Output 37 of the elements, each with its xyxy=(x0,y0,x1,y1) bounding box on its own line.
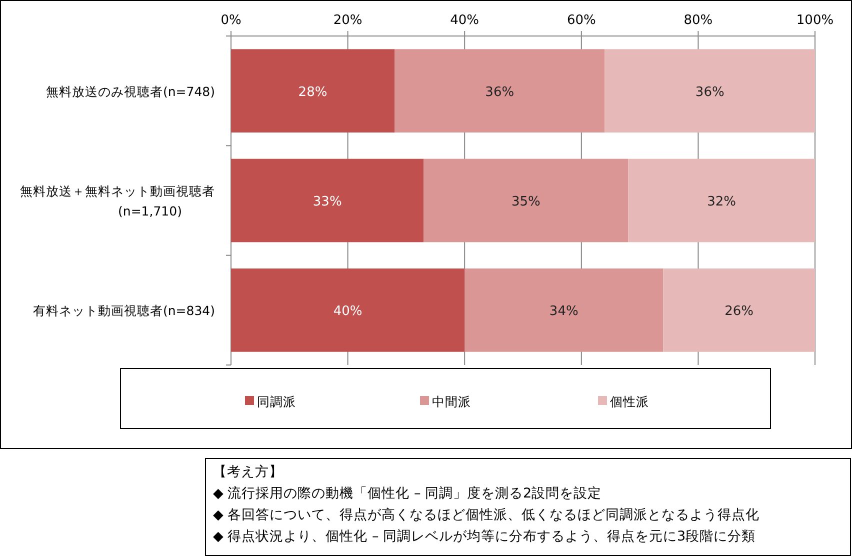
bar xyxy=(663,268,815,352)
x-tick-label: 20% xyxy=(333,13,362,28)
x-tick-label: 100% xyxy=(796,13,834,28)
y-tick-label: 無料放送＋無料ネット動画視聴者 (n=1,710) xyxy=(20,184,215,218)
data-label: 35% xyxy=(511,194,540,210)
bar xyxy=(231,49,395,133)
legend-label: 中間派 xyxy=(432,394,471,409)
data-label: 33% xyxy=(312,194,342,210)
data-label: 36% xyxy=(485,84,514,100)
bar xyxy=(394,49,605,133)
bar xyxy=(604,49,815,133)
x-tick-label: 0% xyxy=(220,13,242,28)
data-label: 40% xyxy=(333,304,362,320)
text: 【考え方】 xyxy=(213,464,283,480)
data-label: 26% xyxy=(724,304,754,320)
legend-label: 個性派 xyxy=(610,394,649,409)
data-label: 34% xyxy=(549,304,578,320)
data-label: 28% xyxy=(298,84,328,100)
legend-label: 同調派 xyxy=(257,394,296,409)
bar xyxy=(464,268,664,352)
data-label: 36% xyxy=(695,84,724,100)
legend-item: 中間派 xyxy=(420,394,471,409)
y-tick-label: 有料ネット動画視聴者(n=834) xyxy=(32,303,215,318)
data-label: 32% xyxy=(707,194,736,210)
y-tick-label: 無料放送のみ視聴者(n=748) xyxy=(46,84,215,99)
x-tick-label: 80% xyxy=(684,13,713,28)
bar xyxy=(231,158,424,242)
text: ◆ 流行採用の際の動機「個性化 – 同調」度を測る2設問を設定 xyxy=(213,486,602,502)
bar xyxy=(424,158,628,242)
legend-item: 同調派 xyxy=(245,394,296,409)
text: ◆ 得点状況より、個性化 – 同調レベルが均等に分布するよう、得点を元に3段階に分類 xyxy=(213,528,756,544)
bar xyxy=(628,158,815,242)
x-tick-label: 60% xyxy=(566,13,596,28)
x-tick-label: 40% xyxy=(450,13,480,28)
bar xyxy=(231,268,465,352)
legend-item: 個性派 xyxy=(598,394,649,409)
text: ◆ 各回答について、得点が高くなるほど個性派、低くなるほど同調派となるよう得点化 xyxy=(213,507,760,523)
